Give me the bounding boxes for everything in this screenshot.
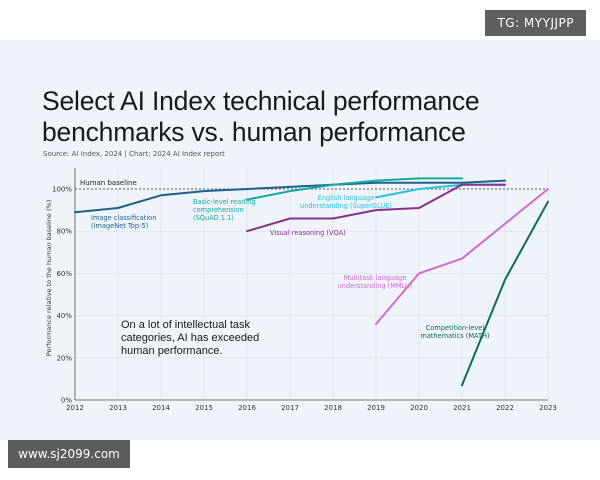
top-watermark: TG: MYYJJPP <box>485 10 586 36</box>
x-tick-label: 2014 <box>152 404 170 412</box>
series-label: understanding (MMLU) <box>338 282 413 290</box>
series-label: Multitask language <box>344 274 407 282</box>
x-tick-label: 2019 <box>367 404 385 412</box>
y-tick-label: 60% <box>56 270 72 278</box>
x-tick-label: 2018 <box>324 404 342 412</box>
x-tick-label: 2020 <box>410 404 428 412</box>
bottom-watermark: www.sj2099.com <box>8 440 130 468</box>
series-group <box>74 177 549 387</box>
series-label: Image classification <box>91 214 156 222</box>
y-tick-label: 100% <box>52 186 72 194</box>
series-line <box>461 200 549 387</box>
chart-annotation: On a lot of intellectual task categories,… <box>121 319 259 357</box>
series-line <box>74 179 506 214</box>
series-label: mathematics (MATH) <box>420 332 489 340</box>
y-tick-label: 0% <box>61 397 72 405</box>
series-label: comprehension <box>193 206 244 214</box>
chart-title: Select AI Index technical performance be… <box>42 86 480 147</box>
annotation-line: On a lot of intellectual task <box>121 319 251 331</box>
human-baseline-label: Human baseline <box>80 179 137 187</box>
chart-card <box>0 40 600 440</box>
x-tick-label: 2016 <box>238 404 256 412</box>
series-label: Competition-level <box>426 324 485 332</box>
annotation-line: categories, AI has exceeded <box>121 332 259 344</box>
series-label: English language <box>318 194 375 202</box>
annotation-line: human performance. <box>121 345 223 357</box>
series-label: Visual reasoning (VQA) <box>270 229 346 237</box>
series-line <box>375 188 549 325</box>
series-line <box>246 177 463 201</box>
series-label: (SQuAD 1.1) <box>193 214 234 222</box>
x-tick-label: 2017 <box>281 404 299 412</box>
series-label: understanding (SuperGLUE) <box>300 202 392 210</box>
line-chart: 0% 20% 40% 60% 80% 100% 2012 2013 2014 2015 2016 20… <box>45 167 557 412</box>
y-axis-label: Performance relative to the human baseli… <box>45 200 53 356</box>
x-tick-label: 2012 <box>66 404 84 412</box>
y-tick-label: 40% <box>56 312 72 320</box>
series-label: Basic-level reading <box>193 198 256 206</box>
chart-source: Source: AI Index, 2024 | Chart: 2024 AI … <box>43 150 225 158</box>
series-labels: Image classification(ImageNet Top-5) Basi… <box>91 194 490 340</box>
series-line <box>246 183 506 233</box>
x-tick-label: 2022 <box>496 404 514 412</box>
y-tick-label: 80% <box>56 228 72 236</box>
axes: 0% 20% 40% 60% 80% 100% 2012 2013 2014 2015 2016 20… <box>52 167 557 412</box>
x-tick-label: 2015 <box>195 404 213 412</box>
y-tick-label: 20% <box>56 354 72 362</box>
x-tick-label: 2013 <box>109 404 127 412</box>
x-tick-label: 2023 <box>539 404 557 412</box>
series-label: (ImageNet Top-5) <box>91 222 148 230</box>
x-tick-label: 2021 <box>453 404 471 412</box>
